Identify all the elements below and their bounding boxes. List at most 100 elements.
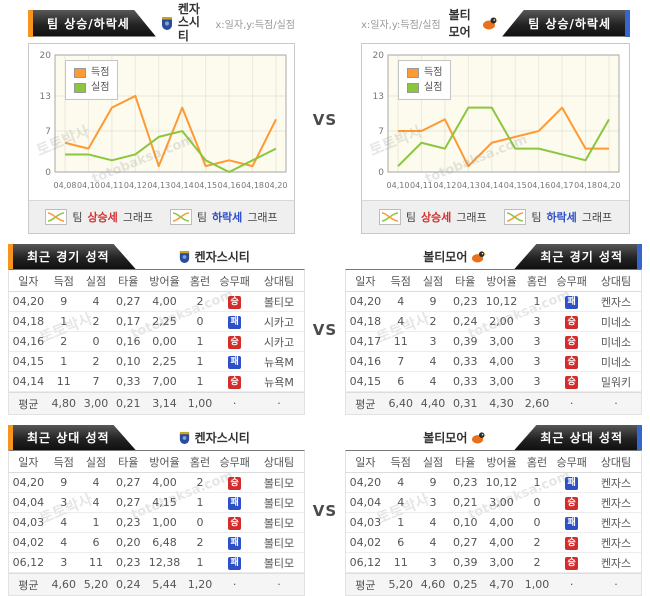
y-tick-label: 13 bbox=[373, 92, 384, 102]
concede-legend-label: 실점 bbox=[424, 82, 443, 93]
cell-result: 승 bbox=[552, 374, 591, 389]
chart-legend: 득점 실점 bbox=[398, 60, 452, 100]
recent-games-tab: 최근 경기 성적 bbox=[8, 244, 136, 269]
cell-opponent: 상대팀 bbox=[600, 274, 632, 288]
table-row: 04,04 3 4 0,27 4,15 1 패 볼티모 bbox=[9, 493, 304, 513]
cell-home-runs: 1 bbox=[196, 355, 204, 368]
x-tick-label: 04,10 bbox=[77, 181, 100, 190]
cell-batting-avg: 0,27 bbox=[116, 476, 141, 489]
cell-era: 0,00 bbox=[152, 335, 177, 348]
cell-runs-scored: 4 bbox=[397, 476, 405, 489]
cell-opponent: 켄자스 bbox=[600, 496, 632, 510]
cell-opponent: 상대팀 bbox=[263, 274, 295, 288]
cell-runs-scored: 4 bbox=[397, 496, 405, 509]
cell-result: 패 bbox=[215, 354, 254, 369]
cell-runs-allowed: 3 bbox=[429, 496, 437, 509]
cell-batting-avg: 0,23 bbox=[116, 556, 141, 569]
cell-opponent: 볼티모 bbox=[263, 496, 295, 510]
x-tick-label: 04,10 bbox=[387, 181, 410, 190]
result-badge: 패 bbox=[565, 296, 579, 309]
cell-runs-scored: 11 bbox=[393, 335, 408, 348]
cell-date: 일자 bbox=[355, 274, 376, 288]
cell-home-runs: 2 bbox=[533, 536, 541, 549]
cell-date: 일자 bbox=[18, 455, 39, 469]
table-row: 04,20 4 9 0,23 10,12 1 패 켄자스 bbox=[346, 292, 641, 312]
left-chart-header: 팀 상승/하락세 켄자스시티 x:일자,y:득점/실점 bbox=[28, 3, 295, 42]
result-badge: 승 bbox=[228, 477, 242, 490]
table-header-row: 일자 득점 실점 타율 방어율 홈런 승무패 상대팀 bbox=[346, 451, 641, 473]
cell-home-runs: 2,60 bbox=[524, 397, 550, 410]
cell-runs-scored: 6 bbox=[397, 536, 405, 549]
table-average-row: 평균 5,20 4,60 0,25 4,70 1,00 · · bbox=[346, 573, 641, 595]
cell-date: 04,15 bbox=[349, 375, 382, 388]
cell-era: 방어율 bbox=[149, 455, 180, 469]
score-legend-label: 득점 bbox=[424, 67, 443, 78]
cell-runs-allowed: 0 bbox=[92, 335, 100, 348]
cell-runs-allowed: 실점 bbox=[85, 455, 107, 469]
left-team-name: 켄자스시티 bbox=[194, 431, 250, 445]
score-swatch bbox=[407, 67, 419, 78]
result-badge: 패 bbox=[228, 356, 242, 369]
cell-home-runs: 3 bbox=[533, 335, 541, 348]
cell-batting-avg: 0,23 bbox=[116, 516, 141, 529]
cell-home-runs: 홈런 bbox=[189, 455, 211, 469]
vs-divider: VS bbox=[305, 244, 345, 415]
result-badge: 패 bbox=[228, 557, 242, 570]
cell-opponent: 상대팀 bbox=[263, 455, 295, 469]
x-tick-label: 04,20 bbox=[598, 181, 621, 190]
left-team-trend-block: 팀 상승/하락세 켄자스시티 x:일자,y:득점/실점 토토박사 totobak… bbox=[0, 3, 305, 234]
cell-era: 7,00 bbox=[152, 375, 177, 388]
cell-result: 승 bbox=[215, 374, 254, 389]
cell-result: · bbox=[569, 397, 574, 410]
cell-batting-avg: 0,33 bbox=[453, 375, 478, 388]
trend-tab-right: 팀 상승/하락세 bbox=[502, 9, 630, 37]
cell-batting-avg: 0,23 bbox=[453, 295, 478, 308]
cell-runs-allowed: 3 bbox=[429, 556, 437, 569]
cell-home-runs: 2 bbox=[196, 536, 204, 549]
cell-date: 일자 bbox=[355, 455, 376, 469]
cell-era: 4,00 bbox=[489, 355, 514, 368]
cell-runs-scored: 득점 bbox=[390, 455, 411, 469]
downtrend-legend-item: 팀 하락세 그래프 bbox=[169, 209, 278, 225]
cell-home-runs: 1,20 bbox=[187, 578, 213, 591]
cell-runs-scored: 2 bbox=[60, 335, 68, 348]
left-recent-games-block: 최근 경기 성적 켄자스시티 토토박사 totobaksa.com 일자 득점 실점… bbox=[0, 244, 305, 415]
cell-date: 04,03 bbox=[12, 516, 45, 529]
uptrend-legend-item: 팀 상승세 그래프 bbox=[45, 209, 153, 225]
table-average-row: 평균 6,40 4,40 0,31 4,30 2,60 · · bbox=[346, 392, 641, 414]
cell-runs-allowed: 4 bbox=[429, 355, 437, 368]
cell-era: 2,00 bbox=[489, 315, 514, 328]
x-tick-label: 04,11 bbox=[100, 181, 123, 190]
table-header-row: 일자 득점 실점 타율 방어율 홈런 승무패 상대팀 bbox=[9, 270, 304, 292]
table-row: 04,16 7 4 0,33 4,00 3 승 미네소 bbox=[346, 352, 641, 372]
left-recent-games-table: 일자 득점 실점 타율 방어율 홈런 승무패 상대팀 04,20 9 4 0,27 4,00 2 승 볼티모 0… bbox=[8, 269, 305, 415]
uptrend-label: 상승세 bbox=[87, 211, 118, 224]
cell-result: 승 bbox=[552, 555, 591, 570]
cell-date: 04,16 bbox=[349, 355, 382, 368]
recent-games-title: 최근 경기 성적 bbox=[13, 244, 136, 269]
x-tick-label: 04,15 bbox=[194, 181, 217, 190]
cell-result: 승 bbox=[215, 334, 254, 349]
x-tick-label: 04,11 bbox=[410, 181, 433, 190]
table-row: 04,15 6 4 0,33 3,00 3 승 밀워키 bbox=[346, 372, 641, 392]
cell-runs-scored: 3 bbox=[60, 496, 68, 509]
h2h-title: 최근 상대 성적 bbox=[514, 425, 637, 450]
cell-runs-allowed: 11 bbox=[89, 556, 104, 569]
cell-runs-allowed: 실점 bbox=[422, 455, 444, 469]
cell-opponent: 미네소 bbox=[600, 335, 632, 349]
footer-label: 팀 bbox=[72, 211, 83, 224]
cell-opponent: · bbox=[277, 397, 281, 410]
cell-batting-avg: 타율 bbox=[118, 274, 139, 288]
cell-result: · bbox=[569, 578, 574, 591]
cell-opponent: 상대팀 bbox=[600, 455, 632, 469]
footer-label: 팀 bbox=[531, 211, 542, 224]
cell-result: 승 bbox=[552, 334, 591, 349]
result-badge: 승 bbox=[228, 376, 242, 389]
h2h-title: 최근 상대 성적 bbox=[13, 425, 136, 450]
result-badge: 승 bbox=[565, 336, 579, 349]
x-tick-label: 04,13 bbox=[147, 181, 170, 190]
cell-result: 패 bbox=[552, 515, 591, 530]
x-tick-label: 04,12 bbox=[433, 181, 456, 190]
table-average-row: 평균 4,80 3,00 0,21 3,14 1,00 · · bbox=[9, 392, 304, 414]
right-team-name: 볼티모어 bbox=[423, 431, 468, 445]
